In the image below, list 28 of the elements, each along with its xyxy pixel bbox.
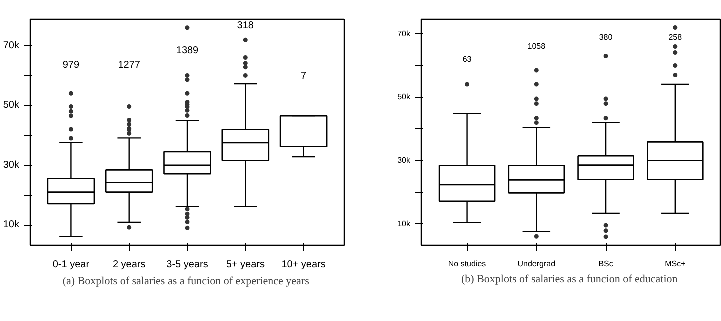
text: (a) Boxplots of salaries as a funcion of experience years [62, 276, 310, 288]
annotation: 258 [668, 32, 683, 42]
y-tick-label: 10k [3, 220, 20, 231]
y-tick-label: 50k [3, 100, 20, 112]
annotation: 7 [301, 71, 308, 82]
x-tick-label: BSc [598, 260, 614, 268]
y-tick-label: 10k [398, 219, 412, 228]
annotation: 1058 [528, 42, 546, 52]
x-tick-label: MSc+ [665, 260, 686, 268]
x-tick-label: 3-5 years [166, 260, 208, 270]
y-tick-label: 30k [3, 160, 20, 171]
text: (b) Boxplots of salaries as a funcion of education [461, 274, 678, 286]
x-tick-label: Undergrad [518, 260, 556, 268]
annotation: 63 [462, 55, 472, 64]
annotation: 979 [62, 60, 80, 72]
y-tick-label: 50k [398, 92, 412, 102]
y-tick-label: 70k [398, 29, 412, 38]
x-tick-label: 10+ years [282, 260, 326, 270]
annotation: 380 [599, 32, 614, 42]
x-tick-label: 5+ years [226, 260, 265, 270]
x-tick-label: 0-1 year [52, 260, 90, 270]
annotation: 318 [237, 20, 254, 32]
x-tick-label: 2 years [112, 260, 146, 270]
y-tick-label: 70k [3, 40, 20, 52]
annotation: 1277 [118, 60, 141, 72]
annotation: 1389 [176, 45, 200, 56]
x-tick-label: No studies [448, 260, 486, 268]
y-tick-label: 30k [398, 156, 412, 166]
